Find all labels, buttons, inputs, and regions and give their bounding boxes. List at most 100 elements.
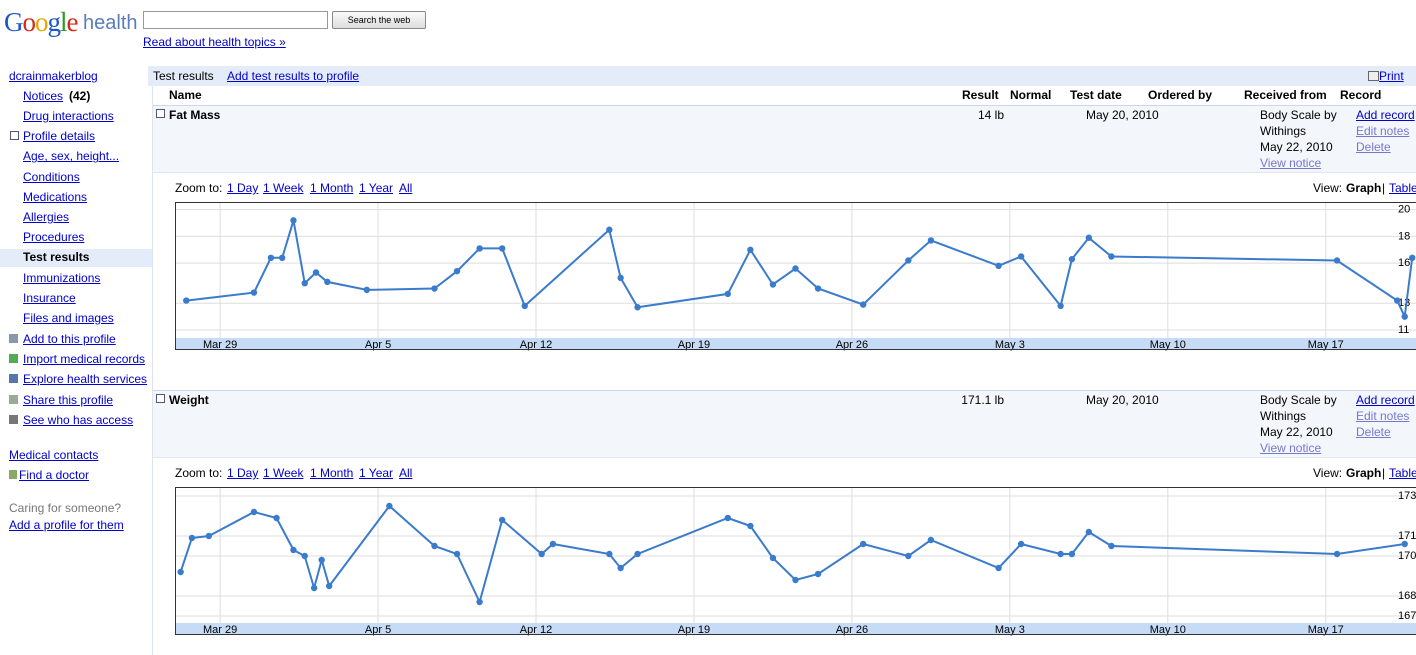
received-from: Withings: [1260, 409, 1307, 423]
data-point: [1017, 540, 1025, 548]
column-header: Normal: [1010, 88, 1052, 102]
nav-item[interactable]: Allergies: [23, 210, 70, 224]
data-point: [177, 568, 184, 576]
record-action[interactable]: Edit notes: [1356, 409, 1410, 423]
data-point: [431, 285, 438, 292]
search-input[interactable]: [143, 11, 328, 29]
view-table[interactable]: Table: [1389, 181, 1416, 195]
tool-link[interactable]: Add to this profile: [23, 332, 116, 346]
zoom-link[interactable]: 1 Month: [310, 181, 354, 195]
notices-link[interactable]: Notices: [23, 89, 64, 103]
view-notice[interactable]: View notice: [1260, 156, 1322, 170]
data-point: [792, 265, 799, 272]
nav-item[interactable]: Profile details: [23, 129, 96, 144]
tool-icon: [9, 394, 18, 404]
x-tick-label: May 10: [1150, 624, 1186, 636]
data-point: [606, 226, 613, 233]
logo-health: health: [83, 12, 138, 34]
data-point: [301, 279, 308, 287]
zoom-link[interactable]: 1 Month: [310, 466, 354, 480]
nav-item[interactable]: Immunizations: [23, 270, 101, 285]
data-point: [250, 508, 258, 516]
data-point: [769, 554, 777, 562]
column-header: Test date: [1070, 88, 1122, 102]
zoom-link[interactable]: 1 Day: [227, 466, 259, 480]
collapse-icon[interactable]: [10, 131, 19, 141]
zoom-link[interactable]: 1 Week: [263, 181, 304, 195]
record-action[interactable]: Add record: [1356, 393, 1415, 407]
data-point: [538, 550, 545, 558]
collapse-icon[interactable]: [156, 394, 165, 403]
tool-link[interactable]: Import medical records: [23, 352, 146, 367]
caring-text: Caring for someone?: [9, 501, 122, 515]
nav-item[interactable]: Age, sex, height...: [23, 149, 120, 164]
zoom-link[interactable]: 1 Day: [227, 181, 259, 195]
y-tick-label: 171: [1398, 530, 1416, 542]
zoom-link[interactable]: All: [399, 181, 413, 195]
view-label: View:: [1313, 181, 1343, 195]
search-button[interactable]: Search the web: [332, 11, 426, 29]
medical-contacts[interactable]: Medical contacts: [9, 448, 99, 462]
view-graph: Graph: [1346, 181, 1382, 195]
data-point: [634, 304, 641, 311]
record-test-date: May 20, 2010: [1086, 393, 1159, 407]
data-point: [310, 584, 318, 592]
record-action[interactable]: Add record: [1356, 108, 1415, 122]
y-tick-label: 173: [1398, 490, 1416, 502]
data-point: [814, 285, 822, 292]
data-point: [905, 552, 912, 560]
notices-count: (42): [69, 89, 91, 103]
collapse-icon[interactable]: [156, 109, 165, 118]
x-axis-band: [175, 623, 1416, 635]
zoom-link[interactable]: 1 Week: [263, 466, 304, 480]
nav-item[interactable]: Insurance: [23, 290, 76, 305]
data-point: [747, 522, 754, 530]
record-action[interactable]: Edit notes: [1356, 124, 1410, 138]
nav-item[interactable]: Procedures: [23, 230, 85, 245]
data-point: [318, 556, 325, 564]
nav-item[interactable]: Conditions: [23, 169, 80, 184]
zoom-link[interactable]: 1 Year: [359, 466, 394, 480]
tool-link[interactable]: Share this profile: [23, 392, 114, 407]
add-profile[interactable]: Add a profile for them: [9, 518, 124, 532]
nav-item-active[interactable]: Test results: [23, 250, 90, 265]
nav-item[interactable]: Drug interactions: [23, 109, 114, 123]
record-action[interactable]: Delete: [1356, 140, 1391, 154]
column-header: Result: [962, 88, 999, 102]
x-tick-label: Apr 19: [678, 624, 710, 636]
record-action[interactable]: Delete: [1356, 425, 1391, 439]
x-tick-label: May 3: [995, 339, 1025, 351]
column-header: Received from: [1244, 88, 1327, 102]
zoom-link[interactable]: 1 Year: [359, 181, 394, 195]
data-point: [859, 301, 867, 308]
user-link[interactable]: dcrainmakerblog: [9, 69, 98, 83]
nav-item[interactable]: Medications: [23, 189, 88, 204]
view-table[interactable]: Table: [1389, 466, 1416, 480]
icon: [9, 470, 17, 479]
y-tick-label: 20: [1398, 204, 1410, 216]
data-point: [1409, 254, 1416, 262]
data-point: [1393, 297, 1401, 304]
data-point: [1068, 255, 1076, 263]
data-point: [724, 514, 732, 522]
received-from: May 22, 2010: [1260, 140, 1333, 154]
header-row-border: [153, 105, 1416, 106]
tool-link[interactable]: See who has access: [23, 412, 134, 427]
record-row-bg: [153, 391, 1416, 457]
x-tick-label: May 17: [1308, 339, 1344, 351]
data-point: [453, 550, 461, 558]
view-notice[interactable]: View notice: [1260, 441, 1322, 455]
print-link[interactable]: Print: [1379, 69, 1404, 83]
nav-item[interactable]: Files and images: [23, 311, 114, 325]
plot-bg: [175, 487, 1416, 635]
record-result: 14 lb: [977, 108, 1004, 122]
record-row-border: [153, 172, 1416, 173]
zoom-link[interactable]: All: [399, 466, 413, 480]
chart-frame: [175, 487, 1416, 635]
received-from: Body Scale by: [1260, 108, 1337, 122]
data-point: [476, 598, 483, 606]
tool-link[interactable]: Explore health services: [23, 372, 148, 387]
add-results-link[interactable]: Add test results to profile: [227, 69, 360, 83]
find-doctor[interactable]: Find a doctor: [19, 468, 90, 482]
topics-link[interactable]: Read about health topics »: [143, 35, 286, 49]
